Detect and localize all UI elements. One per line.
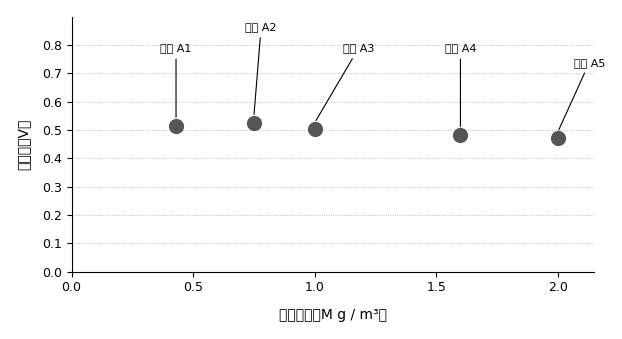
Text: 電池 A5: 電池 A5: [559, 58, 605, 130]
X-axis label: かさ密度（M g / m³）: かさ密度（M g / m³）: [279, 308, 387, 322]
Text: 電池 A4: 電池 A4: [445, 43, 476, 127]
Point: [249, 120, 259, 126]
Y-axis label: 起電力（V）: 起電力（V）: [17, 119, 30, 170]
Point: [310, 126, 320, 131]
Text: 電池 A3: 電池 A3: [316, 43, 374, 121]
Point: [171, 123, 181, 128]
Point: [455, 133, 465, 138]
Text: 電池 A1: 電池 A1: [160, 43, 192, 117]
Text: 電池 A2: 電池 A2: [245, 22, 277, 115]
Point: [553, 135, 563, 141]
